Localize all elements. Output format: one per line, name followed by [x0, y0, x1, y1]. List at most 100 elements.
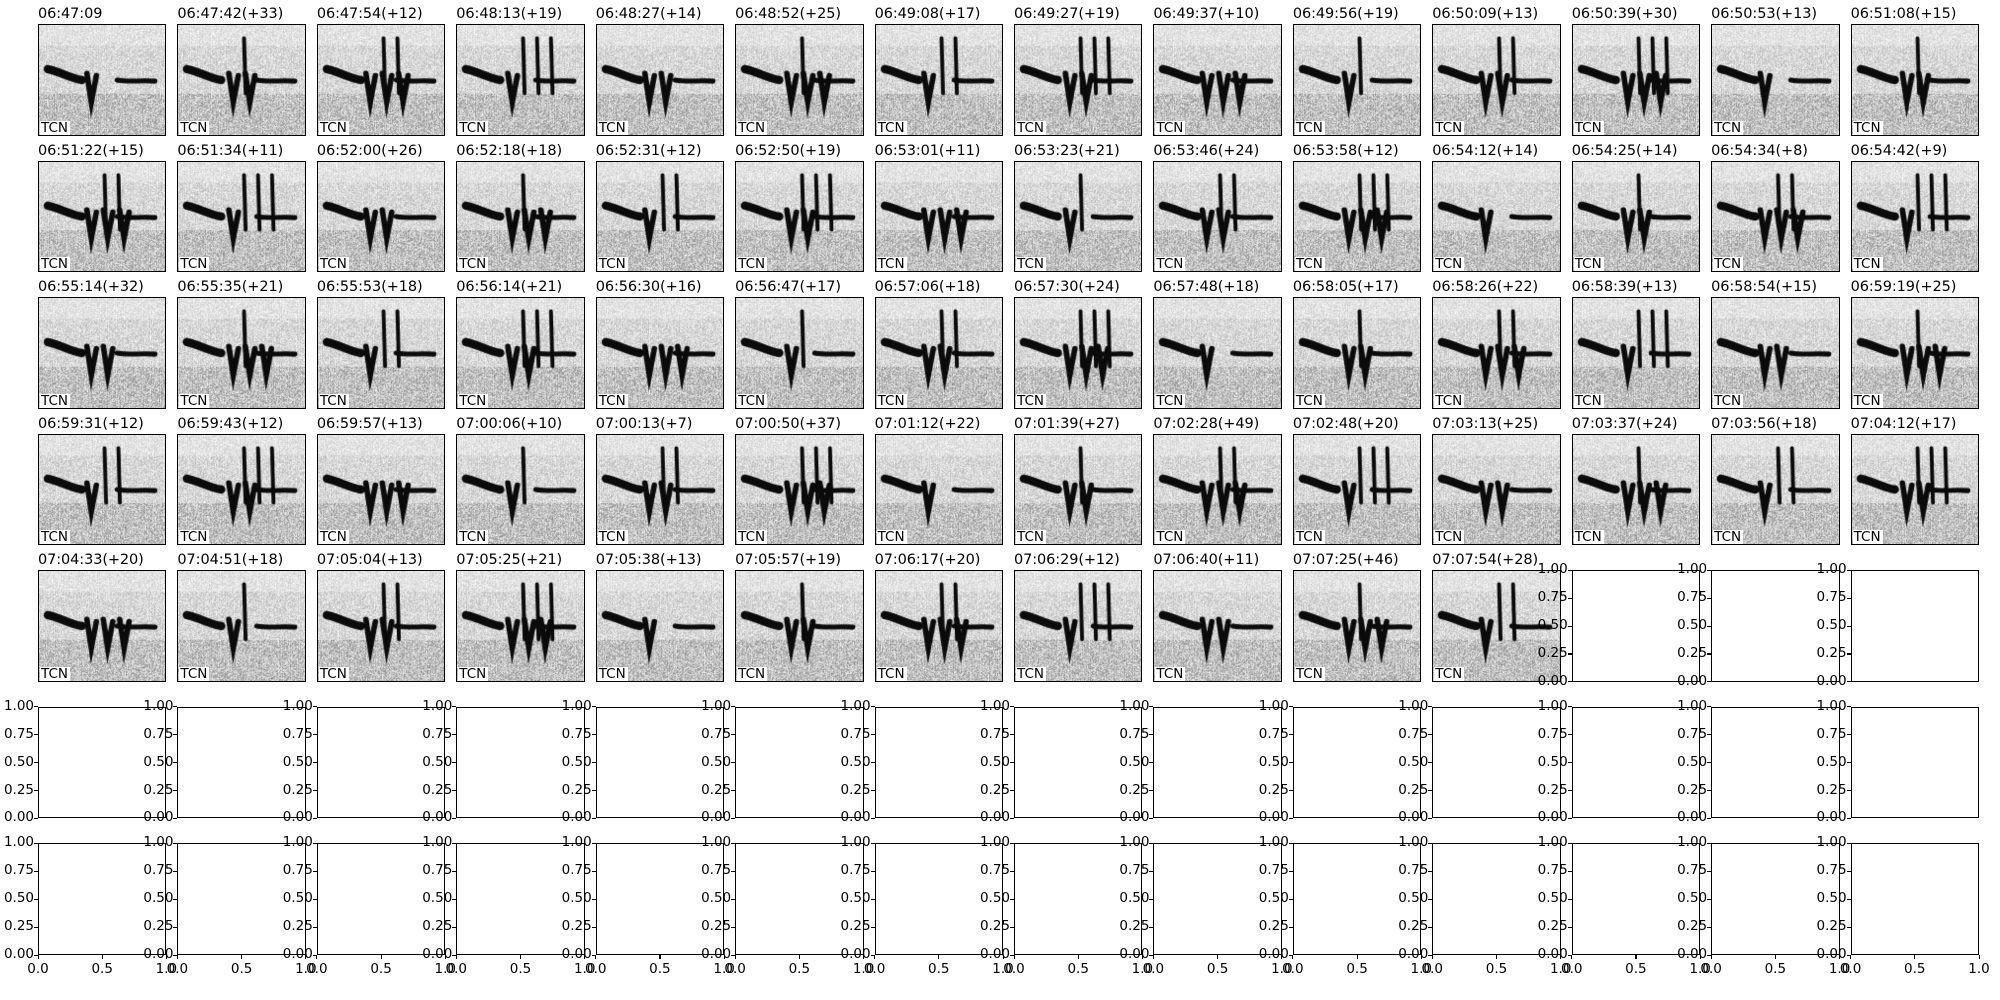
- spectrogram-image-frame[interactable]: TCN: [1571, 160, 1701, 273]
- spectrogram-panel[interactable]: 06:52:00(+26) TCN: [316, 143, 446, 273]
- spectrogram-panel[interactable]: 06:51:08(+15) TCN: [1850, 6, 1979, 136]
- spectrogram-image-frame[interactable]: TCN: [735, 297, 864, 409]
- spectrogram-panel[interactable]: 07:00:13(+7) TCN: [595, 416, 725, 546]
- spectrogram-panel[interactable]: 06:50:09(+13) TCN: [1432, 6, 1561, 136]
- spectrogram-panel[interactable]: 06:49:08(+17) TCN: [874, 6, 1003, 136]
- spectrogram-panel[interactable]: 06:58:26(+22) TCN: [1432, 279, 1561, 409]
- spectrogram-image-frame[interactable]: TCN: [1711, 297, 1840, 409]
- spectrogram-image-frame[interactable]: TCN: [874, 570, 1003, 682]
- spectrogram-panel[interactable]: 06:59:43(+12) TCN: [177, 416, 306, 546]
- spectrogram-image-frame[interactable]: TCN: [316, 24, 446, 136]
- spectrogram-image-frame[interactable]: TCN: [456, 160, 585, 273]
- spectrogram-panel[interactable]: 06:51:22(+15) TCN: [38, 143, 167, 273]
- spectrogram-panel[interactable]: 07:04:12(+17) TCN: [1850, 416, 1979, 546]
- spectrogram-panel[interactable]: 06:48:27(+14) TCN: [595, 6, 725, 136]
- spectrogram-image-frame[interactable]: TCN: [316, 160, 446, 273]
- spectrogram-image-frame[interactable]: TCN: [1432, 160, 1561, 273]
- spectrogram-panel[interactable]: 06:59:19(+25) TCN: [1850, 279, 1979, 409]
- spectrogram-panel[interactable]: 07:07:25(+46) TCN: [1292, 552, 1422, 682]
- spectrogram-image-frame[interactable]: TCN: [38, 433, 167, 546]
- spectrogram-panel[interactable]: 06:56:14(+21) TCN: [456, 279, 585, 409]
- spectrogram-panel[interactable]: 07:05:04(+13) TCN: [316, 552, 446, 682]
- spectrogram-image-frame[interactable]: TCN: [595, 570, 725, 682]
- spectrogram-image-frame[interactable]: TCN: [177, 570, 306, 682]
- spectrogram-image-frame[interactable]: TCN: [1571, 24, 1701, 136]
- spectrogram-panel[interactable]: 07:05:57(+19) TCN: [735, 552, 864, 682]
- spectrogram-panel[interactable]: 07:03:37(+24) TCN: [1571, 416, 1701, 546]
- spectrogram-image-frame[interactable]: TCN: [1850, 160, 1979, 273]
- spectrogram-image-frame[interactable]: TCN: [1153, 297, 1282, 409]
- spectrogram-panel[interactable]: 07:00:06(+10) TCN: [456, 416, 585, 546]
- spectrogram-panel[interactable]: 06:48:52(+25) TCN: [735, 6, 864, 136]
- spectrogram-panel[interactable]: 06:57:06(+18) TCN: [874, 279, 1003, 409]
- spectrogram-image-frame[interactable]: TCN: [38, 24, 167, 136]
- spectrogram-image-frame[interactable]: TCN: [595, 297, 725, 409]
- spectrogram-image-frame[interactable]: TCN: [735, 570, 864, 682]
- spectrogram-image-frame[interactable]: TCN: [1292, 24, 1422, 136]
- spectrogram-panel[interactable]: 07:05:25(+21) TCN: [456, 552, 585, 682]
- spectrogram-image-frame[interactable]: TCN: [1014, 160, 1143, 273]
- spectrogram-panel[interactable]: 06:54:12(+14) TCN: [1432, 143, 1561, 273]
- spectrogram-panel[interactable]: 06:53:58(+12) TCN: [1292, 143, 1422, 273]
- spectrogram-image-frame[interactable]: TCN: [1153, 160, 1282, 273]
- spectrogram-panel[interactable]: 07:05:38(+13) TCN: [595, 552, 725, 682]
- spectrogram-image-frame[interactable]: TCN: [1711, 433, 1840, 546]
- spectrogram-panel[interactable]: 06:59:31(+12) TCN: [38, 416, 167, 546]
- spectrogram-panel[interactable]: 06:49:56(+19) TCN: [1292, 6, 1422, 136]
- spectrogram-panel[interactable]: 06:53:01(+11) TCN: [874, 143, 1003, 273]
- spectrogram-panel[interactable]: 07:00:50(+37) TCN: [735, 416, 864, 546]
- spectrogram-panel[interactable]: 06:59:57(+13) TCN: [316, 416, 446, 546]
- spectrogram-image-frame[interactable]: TCN: [1711, 160, 1840, 273]
- spectrogram-image-frame[interactable]: TCN: [735, 24, 864, 136]
- spectrogram-panel[interactable]: 06:50:53(+13) TCN: [1711, 6, 1840, 136]
- spectrogram-image-frame[interactable]: TCN: [177, 160, 306, 273]
- spectrogram-image-frame[interactable]: TCN: [316, 570, 446, 682]
- spectrogram-image-frame[interactable]: TCN: [874, 160, 1003, 273]
- spectrogram-image-frame[interactable]: TCN: [1014, 433, 1143, 546]
- spectrogram-image-frame[interactable]: TCN: [595, 433, 725, 546]
- spectrogram-panel[interactable]: 06:52:18(+18) TCN: [456, 143, 585, 273]
- spectrogram-panel[interactable]: 06:49:27(+19) TCN: [1014, 6, 1143, 136]
- spectrogram-image-frame[interactable]: TCN: [1292, 160, 1422, 273]
- spectrogram-panel[interactable]: 06:55:14(+32) TCN: [38, 279, 167, 409]
- spectrogram-panel[interactable]: 06:47:42(+33) TCN: [177, 6, 306, 136]
- spectrogram-panel[interactable]: 06:51:34(+11) TCN: [177, 143, 306, 273]
- spectrogram-image-frame[interactable]: TCN: [735, 160, 864, 273]
- spectrogram-image-frame[interactable]: TCN: [874, 433, 1003, 546]
- spectrogram-image-frame[interactable]: TCN: [1432, 297, 1561, 409]
- spectrogram-panel[interactable]: 07:06:40(+11) TCN: [1153, 552, 1282, 682]
- spectrogram-panel[interactable]: 07:03:13(+25) TCN: [1432, 416, 1561, 546]
- spectrogram-panel[interactable]: 06:47:09 TCN: [38, 6, 167, 136]
- spectrogram-panel[interactable]: 07:01:12(+22) TCN: [874, 416, 1003, 546]
- spectrogram-panel[interactable]: 07:04:51(+18) TCN: [177, 552, 306, 682]
- spectrogram-panel[interactable]: 07:04:33(+20) TCN: [38, 552, 167, 682]
- spectrogram-panel[interactable]: 07:07:54(+28) TCN: [1432, 552, 1561, 682]
- spectrogram-image-frame[interactable]: TCN: [1850, 297, 1979, 409]
- spectrogram-image-frame[interactable]: TCN: [177, 297, 306, 409]
- spectrogram-image-frame[interactable]: TCN: [1571, 433, 1701, 546]
- spectrogram-panel[interactable]: 07:02:48(+20) TCN: [1292, 416, 1422, 546]
- spectrogram-panel[interactable]: 06:54:25(+14) TCN: [1571, 143, 1701, 273]
- spectrogram-panel[interactable]: 06:47:54(+12) TCN: [316, 6, 446, 136]
- spectrogram-image-frame[interactable]: TCN: [38, 160, 167, 273]
- spectrogram-image-frame[interactable]: TCN: [1292, 570, 1422, 682]
- spectrogram-panel[interactable]: 06:56:30(+16) TCN: [595, 279, 725, 409]
- spectrogram-image-frame[interactable]: TCN: [1153, 24, 1282, 136]
- spectrogram-image-frame[interactable]: TCN: [1432, 570, 1561, 682]
- spectrogram-image-frame[interactable]: TCN: [1292, 297, 1422, 409]
- spectrogram-image-frame[interactable]: TCN: [1571, 297, 1701, 409]
- spectrogram-panel[interactable]: 07:06:29(+12) TCN: [1014, 552, 1143, 682]
- spectrogram-panel[interactable]: 06:56:47(+17) TCN: [735, 279, 864, 409]
- spectrogram-image-frame[interactable]: TCN: [456, 297, 585, 409]
- spectrogram-image-frame[interactable]: TCN: [1292, 433, 1422, 546]
- spectrogram-panel[interactable]: 06:52:50(+19) TCN: [735, 143, 864, 273]
- spectrogram-image-frame[interactable]: TCN: [874, 297, 1003, 409]
- spectrogram-image-frame[interactable]: TCN: [38, 570, 167, 682]
- spectrogram-image-frame[interactable]: TCN: [1014, 570, 1143, 682]
- spectrogram-panel[interactable]: 07:01:39(+27) TCN: [1014, 416, 1143, 546]
- spectrogram-panel[interactable]: 06:53:46(+24) TCN: [1153, 143, 1282, 273]
- spectrogram-image-frame[interactable]: TCN: [595, 24, 725, 136]
- spectrogram-image-frame[interactable]: TCN: [1432, 433, 1561, 546]
- spectrogram-panel[interactable]: 06:55:53(+18) TCN: [316, 279, 446, 409]
- spectrogram-panel[interactable]: 06:55:35(+21) TCN: [177, 279, 306, 409]
